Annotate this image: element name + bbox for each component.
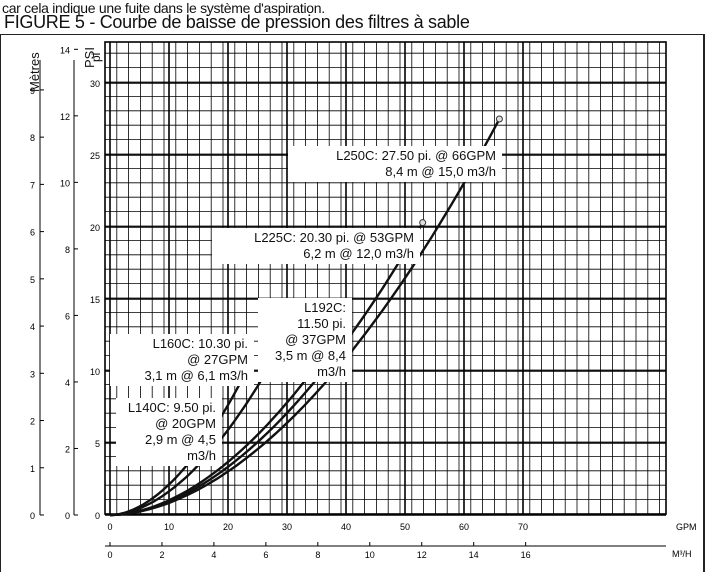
feet-tick-label: 25 [90, 151, 100, 161]
gpm-tick-label: 70 [518, 522, 528, 532]
metres-tick-label: 0 [30, 511, 35, 521]
gpm-tick-label: 40 [341, 522, 351, 532]
metres-tick-label: 9 [30, 86, 35, 96]
m3h-tick-label: 4 [211, 550, 216, 560]
feet-axis-label: pi [89, 52, 103, 62]
gpm-axis-label: GPM [676, 522, 697, 532]
curve-l250c [109, 118, 501, 517]
psi-tick-label: 2 [65, 444, 70, 454]
callout-l225c: L225C: 20.30 pi. @ 53GPM 6,2 m @ 12,0 m3… [212, 228, 420, 264]
m3h-tick-label: 14 [469, 550, 479, 560]
feet-tick-label: 15 [90, 295, 100, 305]
callout-l192c-line2: 11.50 pi. [297, 316, 346, 331]
gpm-tick-label: 20 [223, 522, 233, 532]
metres-tick-label: 4 [30, 322, 35, 332]
metres-tick-label: 2 [30, 417, 35, 427]
gpm-tick-label: 0 [107, 522, 112, 532]
plot-area-border [104, 41, 667, 515]
psi-tick-label: 8 [65, 245, 70, 255]
feet-tick-label: 10 [90, 367, 100, 377]
callout-l140c-line3: 2,9 m @ 4,5 m3/h [144, 432, 216, 463]
m3h-tick-label: 0 [107, 550, 112, 560]
m3h-tick-label: 8 [315, 550, 320, 560]
callout-l140c-line2: @ 20GPM [155, 416, 216, 431]
chart-frame [0, 34, 705, 572]
callout-l250c: L250C: 27.50 pi. @ 66GPM 8,4 m @ 15,0 m3… [288, 146, 502, 182]
feet-tick-label: 0 [95, 511, 100, 521]
gpm-tick-label: 50 [400, 522, 410, 532]
callout-l140c-line1: L140C: 9.50 pi. [127, 400, 216, 415]
metres-tick-label: 5 [30, 275, 35, 285]
callout-l192c-line4: 3,5 m @ 8,4 m3/h [274, 348, 346, 379]
curve-end-marker-l250c [495, 115, 503, 123]
callout-l160c: L160C: 10.30 pi. @ 27GPM 3,1 m @ 6,1 m3/… [110, 334, 254, 386]
gpm-tick-label: 30 [282, 522, 292, 532]
figure-title: FIGURE 5 - Courbe de baisse de pression … [4, 12, 470, 32]
feet-tick-label: 20 [90, 223, 100, 233]
callout-l192c-line1: L192C: [304, 300, 346, 315]
gpm-tick-label: 10 [164, 522, 174, 532]
psi-tick-label: 10 [60, 178, 70, 188]
metres-axis-label: Mètres [27, 52, 42, 92]
callout-l225c-line2: 6,2 m @ 12,0 m3/h [303, 246, 414, 261]
callout-l250c-line2: 8,4 m @ 15,0 m3/h [385, 164, 496, 179]
feet-tick-label: 5 [95, 439, 100, 449]
metres-tick-label: 1 [30, 464, 35, 474]
metres-tick-label: 7 [30, 180, 35, 190]
curve-l160c [109, 366, 271, 517]
metres-tick-label: 3 [30, 369, 35, 379]
m3h-tick-label: 2 [159, 550, 164, 560]
callout-l160c-line3: 3,1 m @ 6,1 m3/h [144, 368, 248, 383]
m3h-tick-label: 12 [417, 550, 427, 560]
callout-l160c-line1: L160C: 10.30 pi. [152, 336, 248, 351]
feet-tick-label: 30 [90, 79, 100, 89]
callout-l250c-line1: L250C: 27.50 pi. @ 66GPM [336, 148, 496, 163]
callout-l140c: L140C: 9.50 pi. @ 20GPM 2,9 m @ 4,5 m3/h [116, 398, 222, 466]
psi-tick-label: 6 [65, 311, 70, 321]
gpm-tick-label: 60 [459, 522, 469, 532]
curve-end-marker-l225c [419, 219, 427, 227]
metres-tick-label: 8 [30, 133, 35, 143]
top-note-text: car cela indique une fuite dans le systè… [2, 0, 325, 16]
psi-tick-label: 12 [60, 112, 70, 122]
callout-l192c-line3: @ 37GPM [285, 332, 346, 347]
m3h-axis-label: M³/H [672, 549, 692, 559]
metres-tick-label: 6 [30, 228, 35, 238]
callout-l160c-line2: @ 27GPM [187, 352, 248, 367]
callout-l192c: L192C: 11.50 pi. @ 37GPM 3,5 m @ 8,4 m3/… [258, 298, 352, 382]
callout-l225c-line1: L225C: 20.30 pi. @ 53GPM [254, 230, 414, 245]
m3h-tick-label: 16 [521, 550, 531, 560]
psi-tick-label: 4 [65, 378, 70, 388]
m3h-tick-label: 10 [365, 550, 375, 560]
psi-tick-label: 14 [60, 45, 70, 55]
psi-tick-label: 0 [65, 511, 70, 521]
m3h-tick-label: 6 [263, 550, 268, 560]
